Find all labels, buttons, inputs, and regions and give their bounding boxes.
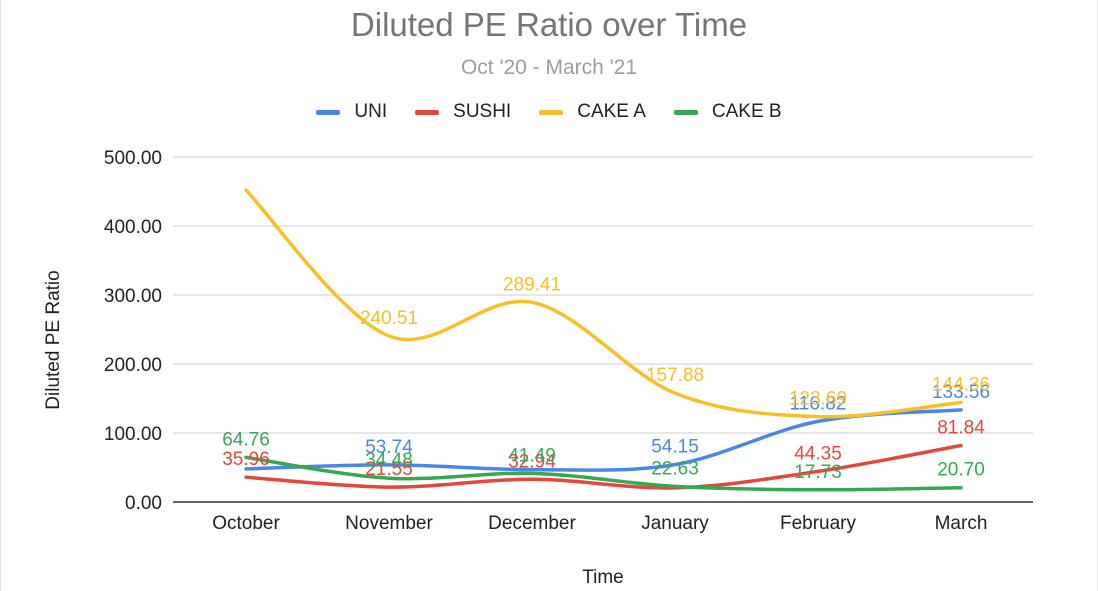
data-label-sushi: 44.35: [794, 443, 842, 464]
legend-swatch: [415, 109, 440, 115]
series-line-uni: [244, 408, 963, 472]
data-label-cake-b: 64.76: [222, 429, 270, 450]
x-tick-label: March: [935, 513, 988, 534]
data-label-uni: 116.82: [790, 393, 847, 414]
chart-title: Diluted PE Ratio over Time: [350, 6, 748, 43]
y-tick-label: 200.00: [104, 355, 162, 376]
data-label-cake-a: 123.69: [789, 389, 847, 410]
legend-label: UNI: [354, 101, 388, 122]
legend-label: SUSHI: [453, 101, 512, 122]
y-tick-label: 300.00: [104, 286, 162, 307]
data-label-sushi: 81.84: [937, 418, 985, 439]
legend-item-uni[interactable]: UNI: [316, 101, 387, 123]
data-label-sushi: 35.96: [222, 449, 270, 470]
x-tick-label: December: [488, 513, 576, 534]
data-label-uni: 53.74: [365, 437, 413, 458]
data-label-cake-a: 144.36: [932, 374, 990, 395]
legend-item-cake-a[interactable]: CAKE A: [539, 101, 646, 123]
legend-swatch: [673, 109, 698, 115]
data-label-sushi: 32.94: [508, 451, 556, 472]
legend: UNI SUSHI CAKE A CAKE B: [1, 101, 1097, 123]
data-label-cake-b: 22.63: [651, 458, 699, 479]
data-label-cake-b: 20.70: [937, 460, 985, 481]
series-line-cake-b: [244, 455, 963, 492]
x-tick-label: February: [780, 513, 857, 534]
y-tick-label: 0.00: [125, 493, 162, 514]
data-label-cake-b: 41.49: [508, 445, 556, 466]
y-tick-label: 100.00: [104, 424, 162, 445]
data-label-cake-a: 157.88: [646, 365, 704, 386]
data-label-uni: 133.56: [932, 382, 990, 403]
data-label-cake-b: 34.48: [365, 450, 413, 471]
x-axis-title: Time: [582, 567, 624, 588]
data-label-cake-b: 17.73: [794, 462, 842, 483]
series-line-cake-a: [244, 188, 963, 419]
legend-label: CAKE B: [711, 101, 782, 122]
x-tick-label: January: [641, 513, 709, 534]
chart-subtitle: Oct '20 - March '21: [460, 56, 638, 79]
legend-label: CAKE A: [577, 101, 646, 122]
y-tick-label: 400.00: [104, 217, 162, 238]
series-line-sushi: [244, 443, 963, 490]
legend-item-sushi[interactable]: SUSHI: [415, 101, 511, 123]
y-tick-label: 500.00: [104, 148, 162, 169]
y-axis-title: Diluted PE Ratio: [43, 270, 64, 409]
x-tick-label: October: [212, 513, 280, 534]
legend-item-cake-b[interactable]: CAKE B: [673, 101, 782, 123]
legend-swatch: [539, 109, 564, 115]
data-label-cake-a: 240.51: [360, 308, 418, 329]
data-label-cake-a: 289.41: [503, 274, 561, 295]
x-tick-label: November: [345, 513, 433, 534]
legend-swatch: [316, 109, 341, 115]
data-label-uni: 54.15: [651, 437, 699, 458]
data-label-sushi: 21.55: [365, 459, 413, 480]
